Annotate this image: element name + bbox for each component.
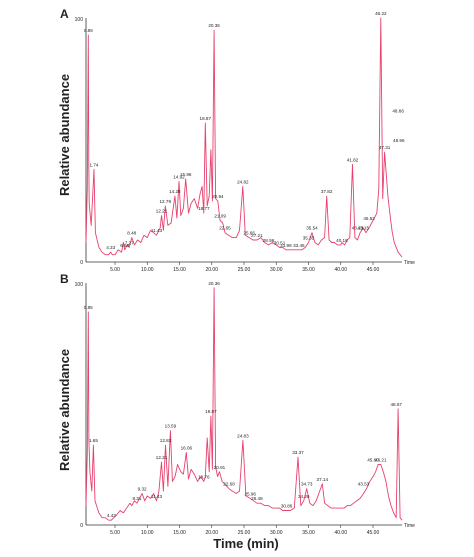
peak-label: 18.76 <box>198 474 210 479</box>
chart-panel-b: B 100 0 5.00 10.00 15.00 20.00 25.00 30.00 35.00 4… <box>60 272 415 536</box>
peak-label: 1.74 <box>90 162 99 167</box>
peak-label: 35.54 <box>306 226 318 231</box>
peak-label: 24.82 <box>237 179 249 184</box>
peak-label: 14.28 <box>169 189 181 194</box>
peak-label: 25.96 <box>244 491 256 496</box>
peak-label: 22.65 <box>219 226 231 231</box>
peak-label: 20.91 <box>214 465 226 470</box>
peak-label: 30.86 <box>281 503 293 508</box>
peak-label: 33.37 <box>292 450 304 455</box>
chromatogram-trace <box>85 17 403 258</box>
peak-label: 37.14 <box>317 477 329 482</box>
peak-label: 8.31 <box>132 496 141 501</box>
peak-label: 30.51 <box>274 240 286 245</box>
peak-label: 34.73 <box>301 482 313 487</box>
peak-label: 12.21 <box>156 209 168 214</box>
peak-label: 1.65 <box>89 438 98 443</box>
peak-label: 33.46 <box>293 243 305 248</box>
panel-label: A <box>60 7 69 21</box>
peak-label: 18.77 <box>198 206 210 211</box>
peak-label: 46.22 <box>375 11 387 16</box>
peak-label: 22.68 <box>223 482 235 487</box>
peak-label: 20.94 <box>212 194 224 199</box>
peak-label: 40.18 <box>336 238 348 243</box>
peak-label: 21.09 <box>214 214 226 219</box>
y-tick-label-max: 100 <box>75 282 84 288</box>
peak-label: 8.48 <box>127 231 136 236</box>
peak-label: 41.82 <box>347 157 359 162</box>
peak-label: 24.83 <box>237 433 249 438</box>
y-tick-label-max: 100 <box>75 17 84 23</box>
x-tick-label: 15.00 <box>173 530 186 536</box>
peak-label: 18.87 <box>200 116 212 121</box>
peak-label: 46.21 <box>375 458 387 463</box>
x-tick-label: 20.00 <box>205 530 218 536</box>
peak-label: 11.43 <box>151 494 163 499</box>
x-tick-label: 25.00 <box>238 530 251 536</box>
x-axis-label: Time (min) <box>213 536 279 551</box>
x-tick-label: 30.00 <box>270 530 283 536</box>
x-tick-label: 35.00 <box>302 530 315 536</box>
peak-label: 43.23 <box>352 226 364 231</box>
peak-label: 31.98 <box>280 243 292 248</box>
peak-label: 25.66 <box>243 231 255 236</box>
x-tick-label: 5.00 <box>110 267 120 273</box>
y-tick-label-min: 0 <box>80 260 83 266</box>
peak-label: 11.43 <box>151 228 163 233</box>
x-tick-label: 25.00 <box>238 267 251 273</box>
peak-label: 37.82 <box>321 189 333 194</box>
peak-label: 35.35 <box>303 235 315 240</box>
peak-label: 4.33 <box>106 245 115 250</box>
peak-label: 12.21 <box>156 455 168 460</box>
peak-label: 48.96 <box>393 138 405 143</box>
peak-label: 47.31 <box>379 145 391 150</box>
x-tick-label: 20.00 <box>205 267 218 273</box>
peak-label: 48.66 <box>392 109 404 114</box>
x-axis-end-label: Time <box>404 260 415 266</box>
peak-label: 9.32 <box>138 487 147 492</box>
y-axis-label: Relative abundance <box>57 349 72 471</box>
x-tick-label: 40.00 <box>334 530 347 536</box>
peak-label: 45.52 <box>363 216 375 221</box>
x-tick-label: 30.00 <box>270 267 283 273</box>
chart-panel-a: A 100 0 5.00 10.00 15.00 20.00 25.00 30.00 35.00 4… <box>60 7 415 273</box>
peak-label: 34.26 <box>298 494 310 499</box>
peak-label: 14.92 <box>173 174 185 179</box>
peak-label: 28.96 <box>263 238 275 243</box>
peak-label: 12.83 <box>160 438 172 443</box>
peak-label: 45.60 <box>367 458 379 463</box>
x-tick-label: 5.00 <box>110 530 120 536</box>
x-axis-end-label: Time <box>404 523 415 529</box>
x-tick-label: 45.00 <box>367 267 380 273</box>
peak-label: 18.87 <box>205 409 217 414</box>
x-tick-label: 15.00 <box>173 267 186 273</box>
y-tick-label-min: 0 <box>80 523 83 529</box>
x-tick-label: 35.00 <box>302 267 315 273</box>
peak-label: 43.53 <box>358 482 370 487</box>
peak-label: 15.96 <box>180 172 192 177</box>
chromatogram-trace <box>85 287 403 521</box>
peak-label: 0.85 <box>84 305 93 310</box>
peak-label: 4.43 <box>107 513 116 518</box>
x-tick-label: 40.00 <box>334 267 347 273</box>
peak-label: 26.48 <box>251 496 263 501</box>
peak-label: 16.06 <box>181 445 193 450</box>
x-tick-label: 45.00 <box>367 530 380 536</box>
peak-label: 12.79 <box>160 199 172 204</box>
peak-label: 48.67 <box>390 402 402 407</box>
peak-label: 7.27 <box>125 240 134 245</box>
panel-label: B <box>60 272 69 286</box>
peak-label: 20.36 <box>208 23 220 28</box>
peak-label: 6.50 <box>120 243 129 248</box>
peak-label: 43.15 <box>358 226 370 231</box>
peak-label: 27.21 <box>251 233 263 238</box>
peak-label: 13.59 <box>165 424 177 429</box>
y-axis-label: Relative abundance <box>57 74 72 196</box>
peak-label: 20.36 <box>208 281 220 286</box>
x-tick-label: 10.00 <box>141 267 154 273</box>
x-tick-label: 10.00 <box>141 530 154 536</box>
peak-label: 0.86 <box>84 28 93 33</box>
